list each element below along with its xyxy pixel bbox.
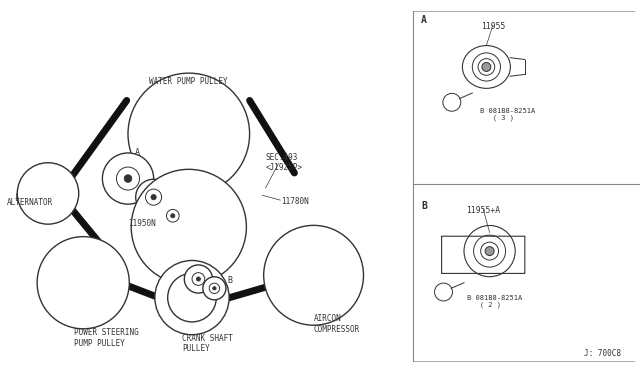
Text: A: A	[421, 15, 427, 25]
Circle shape	[136, 179, 172, 215]
Circle shape	[184, 265, 212, 293]
Circle shape	[168, 273, 216, 322]
Text: ALTERNATOR: ALTERNATOR	[6, 198, 52, 207]
Text: B: B	[421, 201, 427, 211]
Circle shape	[37, 237, 129, 329]
Circle shape	[128, 73, 250, 195]
Text: WATER PUMP PULLEY: WATER PUMP PULLEY	[150, 77, 228, 86]
Circle shape	[212, 286, 216, 290]
Circle shape	[131, 169, 246, 285]
Text: A: A	[135, 148, 140, 157]
Text: B: B	[227, 276, 232, 285]
Circle shape	[159, 202, 187, 230]
Circle shape	[151, 195, 156, 200]
Circle shape	[155, 260, 229, 335]
Circle shape	[203, 277, 226, 300]
Text: 11955: 11955	[481, 22, 505, 31]
Text: 11950N: 11950N	[128, 219, 156, 228]
Circle shape	[17, 163, 79, 224]
Text: B 081B8-8251A
   ( 3 ): B 081B8-8251A ( 3 )	[480, 108, 535, 121]
Text: SEC.493
<J1925P>: SEC.493 <J1925P>	[266, 153, 303, 172]
Text: J: 700C8: J: 700C8	[584, 349, 621, 358]
Circle shape	[171, 214, 175, 218]
Text: 11780N: 11780N	[282, 197, 309, 206]
Text: B 081B8-8251A
   ( 2 ): B 081B8-8251A ( 2 )	[467, 295, 522, 308]
Circle shape	[102, 153, 154, 204]
Circle shape	[485, 247, 494, 256]
Circle shape	[124, 175, 132, 182]
Circle shape	[482, 62, 491, 71]
Circle shape	[264, 225, 364, 325]
Text: POWER STEERING
PUMP PULLEY: POWER STEERING PUMP PULLEY	[74, 328, 138, 347]
Circle shape	[196, 277, 200, 281]
Text: 11955+A: 11955+A	[466, 206, 500, 215]
Text: AIRCON
COMPRESSOR: AIRCON COMPRESSOR	[314, 314, 360, 334]
Text: CRANK SHAFT
PULLEY: CRANK SHAFT PULLEY	[182, 334, 233, 353]
